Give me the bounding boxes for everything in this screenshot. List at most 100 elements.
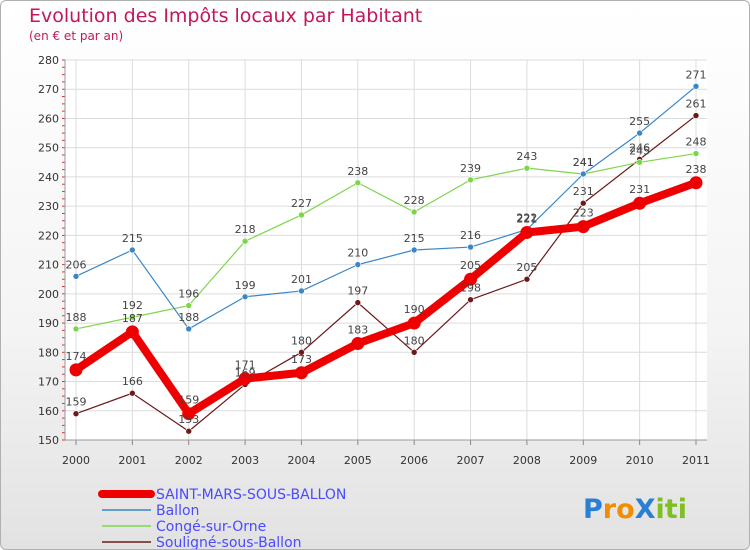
data-label: 199	[235, 279, 256, 292]
data-label: 245	[629, 144, 650, 157]
series-line-0	[72, 178, 700, 418]
data-label: 231	[573, 185, 594, 198]
data-label: 241	[573, 156, 594, 169]
data-label: 243	[516, 150, 537, 163]
data-label: 246	[629, 141, 650, 154]
data-point	[523, 164, 531, 172]
data-label: 222	[516, 212, 537, 225]
data-point	[72, 325, 80, 333]
data-point	[636, 129, 643, 137]
data-point	[185, 325, 193, 333]
x-tick-label: 2008	[513, 454, 541, 467]
data-point	[633, 196, 647, 210]
data-label: 188	[66, 311, 87, 324]
data-label: 215	[122, 232, 143, 245]
y-tick-label: 210	[38, 259, 59, 272]
data-point	[354, 261, 362, 268]
data-label: 205	[516, 261, 537, 274]
y-tick-label: 260	[38, 112, 59, 125]
data-point	[69, 363, 83, 377]
data-label: 223	[573, 207, 594, 220]
legend-label: SAINT-MARS-SOUS-BALLON	[156, 487, 346, 503]
data-point	[185, 302, 193, 309]
data-label: 190	[404, 303, 425, 316]
y-tick-label: 200	[38, 288, 59, 301]
x-tick-label: 2000	[62, 454, 90, 467]
data-label: 180	[291, 334, 312, 347]
data-label: 166	[122, 375, 143, 388]
y-tick-label: 240	[38, 171, 59, 184]
x-tick-label: 2005	[344, 454, 372, 467]
data-label: 210	[347, 247, 368, 260]
data-label: 196	[178, 288, 199, 301]
data-point	[129, 246, 136, 254]
data-label: 169	[235, 366, 256, 379]
data-label: 238	[686, 163, 707, 176]
proxiti-logo: ProXiti	[583, 494, 687, 525]
x-tick-label: 2003	[231, 454, 259, 467]
data-point	[520, 225, 534, 239]
data-point	[354, 299, 362, 306]
data-point	[579, 199, 587, 207]
x-tick-label: 2010	[626, 454, 654, 467]
data-point	[636, 159, 643, 166]
data-point	[298, 349, 305, 356]
y-tick-label: 250	[38, 142, 59, 155]
data-label: 227	[291, 197, 312, 210]
chart-subtitle: (en € et par an)	[29, 29, 124, 43]
data-label: 241	[573, 156, 594, 169]
data-point	[125, 325, 139, 339]
data-point	[692, 112, 700, 119]
data-label: 171	[235, 359, 256, 372]
data-point	[72, 410, 80, 417]
data-point	[407, 316, 421, 330]
x-tick-label: 2001	[118, 454, 146, 467]
data-label: 180	[404, 334, 425, 347]
x-tick-label: 2004	[287, 454, 315, 467]
legend-label: Congé-sur-Orne	[156, 519, 266, 535]
data-point	[185, 427, 193, 435]
x-tick-label: 2009	[569, 454, 597, 467]
data-point	[294, 366, 308, 380]
data-label: 206	[66, 258, 87, 271]
data-label: 192	[122, 299, 143, 312]
data-label: 201	[291, 273, 312, 286]
data-label: 183	[347, 324, 368, 337]
data-label: 159	[66, 396, 87, 409]
data-label: 173	[291, 353, 312, 366]
x-tick-label: 2006	[400, 454, 428, 467]
data-label: 159	[178, 394, 199, 407]
data-label: 205	[460, 259, 481, 272]
data-point	[410, 208, 418, 216]
x-tick-label: 2002	[175, 454, 203, 467]
x-tick-label: 2011	[682, 454, 710, 467]
data-point	[467, 243, 474, 251]
data-label: 231	[629, 183, 650, 196]
series-line-2	[75, 152, 697, 330]
y-tick-label: 190	[38, 317, 59, 330]
x-tick-label: 2007	[457, 454, 485, 467]
data-point	[298, 287, 305, 295]
data-label: 239	[460, 162, 481, 175]
data-point	[576, 220, 590, 234]
y-tick-label: 230	[38, 200, 59, 213]
legend-label: Ballon	[156, 503, 199, 519]
data-label: 197	[347, 285, 368, 298]
plot-area	[65, 60, 707, 440]
data-point	[467, 296, 474, 303]
data-label: 188	[178, 311, 199, 324]
data-label: 255	[629, 115, 650, 128]
series-line-1	[75, 85, 697, 330]
chart-title: Evolution des Impôts locaux par Habitant	[29, 5, 423, 27]
data-point	[354, 179, 362, 187]
y-tick-label: 150	[38, 434, 59, 447]
y-tick-label: 180	[38, 346, 59, 359]
data-label: 174	[66, 350, 87, 363]
data-point	[241, 237, 249, 245]
data-label: 261	[686, 98, 707, 111]
data-point	[298, 211, 305, 219]
legend-label: Souligné-sous-Ballon	[156, 535, 302, 550]
data-label: 248	[686, 136, 707, 149]
data-point	[464, 272, 478, 286]
